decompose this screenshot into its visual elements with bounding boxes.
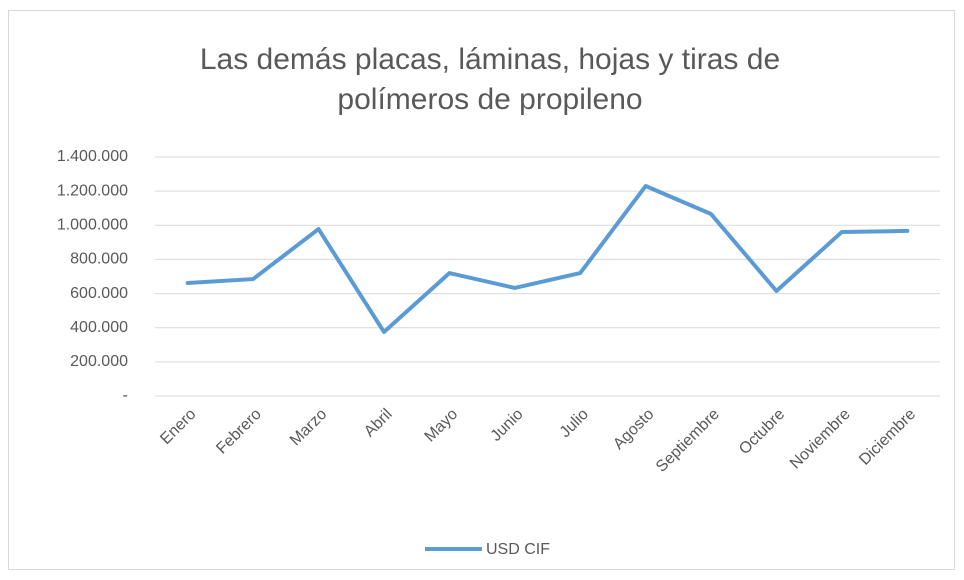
y-tick-label: 1.400.000 xyxy=(57,148,128,165)
y-tick-label: 200.000 xyxy=(70,353,128,370)
y-tick-label: 400.000 xyxy=(70,319,128,336)
chart-title: Las demás placas, láminas, hojas y tiras… xyxy=(199,43,781,116)
y-tick-label: 1.200.000 xyxy=(57,182,128,199)
y-tick-label: 800.000 xyxy=(70,251,128,268)
chart-border xyxy=(8,10,955,570)
legend-label: USD CIF xyxy=(486,541,550,558)
y-tick-label: - xyxy=(123,387,128,404)
y-tick-label: 600.000 xyxy=(70,285,128,302)
y-tick-label: 1.000.000 xyxy=(57,217,128,234)
line-series xyxy=(185,184,910,334)
